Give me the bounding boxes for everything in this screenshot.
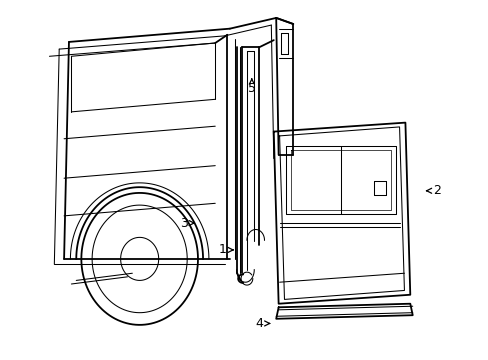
Text: 3: 3 xyxy=(179,216,194,230)
Text: 1: 1 xyxy=(218,243,233,256)
Text: 2: 2 xyxy=(426,184,440,197)
Text: 4: 4 xyxy=(255,317,269,330)
Text: 5: 5 xyxy=(247,79,255,95)
